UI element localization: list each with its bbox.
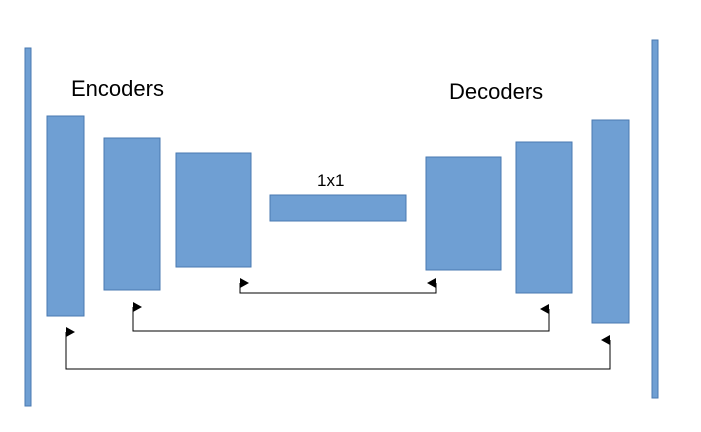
encoder-block-3	[175, 152, 252, 268]
encoders-label: Encoders	[71, 76, 164, 101]
skip-connection-3	[239, 278, 437, 294]
skip-connection-1	[65, 327, 611, 370]
decoder-block-3	[425, 156, 502, 271]
encoder-block-2	[103, 137, 161, 291]
decoder-block-2	[515, 141, 573, 294]
skip-connection-2	[132, 302, 550, 332]
bottleneck-block	[269, 194, 407, 222]
bottleneck-label: 1x1	[317, 171, 344, 190]
decoder-block-1	[591, 119, 630, 324]
encoder-block-1	[46, 115, 85, 317]
input-bar	[24, 47, 32, 407]
decoders-label: Decoders	[449, 79, 543, 104]
output-bar	[651, 39, 659, 399]
